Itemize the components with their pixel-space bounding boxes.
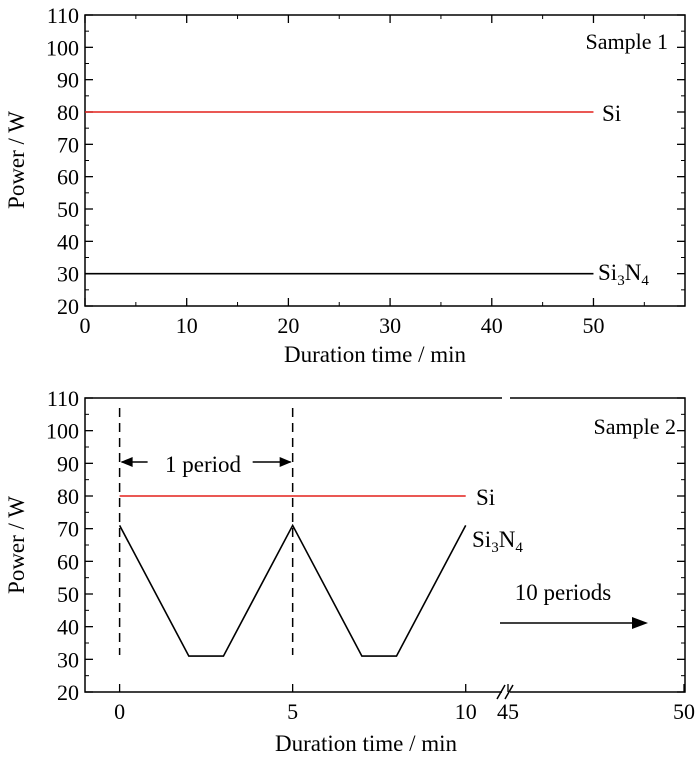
y-tick-label: 20 [57, 680, 79, 705]
x-tick-label: 10 [455, 699, 477, 724]
x-tick-label: 20 [277, 313, 299, 338]
x-tick-labels: 0 5 10 45 50 [114, 699, 695, 724]
y-tick-label: 60 [57, 165, 79, 190]
label-sub-4: 4 [641, 273, 649, 289]
x-tick-label: 10 [176, 313, 198, 338]
x-tick-label: 30 [379, 313, 401, 338]
x-axis-label: Duration time / min [275, 731, 458, 756]
series-label-si: Si [476, 485, 495, 510]
series-label-si3n4: Si3N4 [472, 527, 523, 556]
y-tick-label: 50 [57, 582, 79, 607]
plot-frame [84, 397, 686, 693]
periods-arrow [500, 617, 648, 629]
y-tick-label: 70 [57, 517, 79, 542]
y-tick-label: 20 [57, 294, 79, 319]
y-tick-label: 90 [57, 451, 79, 476]
y-tick-label: 30 [57, 262, 79, 287]
y-tick-labels: 20 30 40 50 60 70 80 90 100 110 [46, 3, 79, 319]
y-tick-labels: 20 30 40 50 60 70 80 90 100 110 [46, 386, 79, 705]
x-tick-label: 0 [114, 699, 125, 724]
y-tick-label: 40 [57, 229, 79, 254]
series-lines [85, 111, 594, 275]
period-label: 1 period [165, 452, 242, 477]
x-tick-label: 0 [80, 313, 91, 338]
y-tick-label: 110 [47, 3, 79, 28]
y-tick-label: 40 [57, 615, 79, 640]
x-tick-label: 40 [481, 313, 503, 338]
y-tick-label: 80 [57, 100, 79, 125]
series-label-si3n4: Si3N4 [598, 260, 649, 289]
panel-label: Sample 1 [586, 29, 669, 54]
label-si: Si [472, 527, 491, 552]
x-tick-label: 5 [287, 699, 298, 724]
y-tick-label: 110 [47, 386, 79, 411]
tick-marks [85, 397, 685, 693]
x-tick-labels: 0 10 20 30 40 50 [80, 313, 605, 338]
panel-label: Sample 2 [594, 414, 677, 439]
sample-2-panel: 20 30 40 50 60 70 80 90 100 110 0 5 10 45 50 Sample 2… [4, 386, 695, 756]
y-tick-label: 100 [46, 35, 79, 60]
axis-break-marks [496, 684, 514, 700]
period-arrowhead-left [120, 457, 133, 467]
y-tick-label: 30 [57, 647, 79, 672]
label-sub-4: 4 [515, 540, 523, 556]
sample-1-panel: 20 30 40 50 60 70 80 90 100 110 0 10 20 30 40 50 Sampl… [4, 3, 686, 367]
series-line-si3n4 [118, 523, 467, 657]
y-axis-label: Power / W [4, 111, 29, 209]
label-sub-3: 3 [617, 273, 625, 289]
y-tick-label: 90 [57, 68, 79, 93]
plot-frame [84, 14, 686, 307]
x-tick-label: 50 [582, 313, 604, 338]
label-sub-3: 3 [491, 540, 499, 556]
x-axis-label: Duration time / min [284, 342, 467, 367]
label-n: N [625, 260, 642, 285]
y-tick-label: 70 [57, 132, 79, 157]
y-tick-label: 50 [57, 197, 79, 222]
series-label-si: Si [602, 101, 621, 126]
tick-marks [84, 14, 685, 307]
x-tick-label: 50 [673, 699, 695, 724]
y-tick-label: 60 [57, 549, 79, 574]
period-guides [118, 408, 294, 655]
label-si: Si [598, 260, 617, 285]
y-axis-label: Power / W [4, 496, 29, 594]
periods-label: 10 periods [515, 580, 612, 605]
label-n: N [499, 527, 516, 552]
series-lines [118, 495, 467, 657]
y-tick-label: 100 [46, 419, 79, 444]
x-tick-label: 45 [497, 699, 519, 724]
period-arrowhead-right [279, 457, 292, 467]
y-tick-label: 80 [57, 484, 79, 509]
